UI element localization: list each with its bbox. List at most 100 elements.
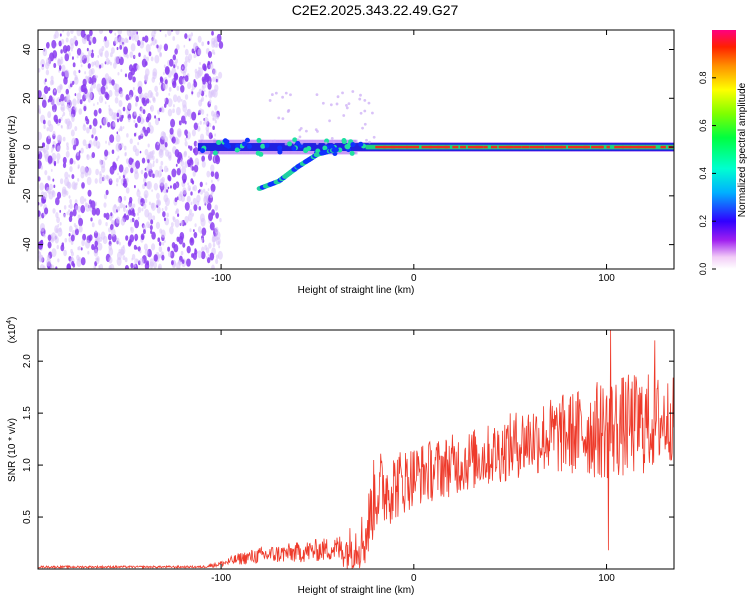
noise-speck — [168, 87, 172, 92]
noise-speck — [193, 53, 197, 59]
noise-speck — [65, 118, 71, 127]
noise-speck — [200, 133, 205, 141]
faint-streak — [347, 102, 351, 106]
noise-speck — [122, 204, 126, 209]
noise-speck — [155, 91, 159, 97]
noise-speck — [129, 94, 133, 100]
noise-speck — [120, 248, 125, 256]
noise-speck — [60, 107, 63, 111]
signal-blob — [244, 137, 250, 143]
noise-speck — [163, 165, 168, 173]
faint-streak — [365, 138, 368, 142]
noise-speck — [62, 30, 65, 33]
noise-speck — [191, 111, 197, 121]
faint-streak — [363, 98, 367, 102]
noise-speck — [83, 105, 87, 112]
noise-speck — [63, 249, 67, 257]
faint-streak — [281, 95, 284, 99]
band-core — [483, 145, 488, 149]
noise-speck — [210, 164, 215, 173]
noise-speck — [211, 89, 216, 97]
noise-speck — [189, 228, 192, 233]
noise-speck — [131, 217, 135, 223]
noise-speck — [92, 118, 98, 127]
noise-speck — [215, 43, 219, 48]
noise-speck — [81, 182, 85, 189]
noise-speck — [164, 146, 167, 151]
noise-speck — [103, 212, 107, 218]
noise-speck — [186, 245, 191, 254]
noise-speck — [165, 149, 170, 157]
noise-speck — [66, 263, 72, 269]
noise-speck — [184, 75, 189, 82]
noise-speck — [193, 122, 199, 131]
noise-speck — [206, 257, 211, 264]
noise-speck — [111, 149, 115, 155]
noise-speck — [218, 71, 223, 79]
band-core — [529, 145, 539, 149]
signal-blob — [329, 143, 335, 149]
noise-speck — [69, 203, 73, 210]
noise-speck — [104, 157, 107, 161]
noise-speck — [177, 213, 180, 217]
colorbar-tick-label: 0.4 — [698, 167, 708, 180]
noise-speck — [201, 85, 205, 91]
noise-speck — [52, 208, 56, 214]
noise-speck — [207, 153, 213, 161]
noise-speck — [151, 202, 156, 212]
noise-speck — [93, 109, 98, 117]
noise-speck — [90, 200, 96, 210]
noise-speck — [80, 59, 83, 64]
band-core — [660, 145, 666, 149]
noise-speck — [117, 172, 119, 176]
faint-streak — [268, 99, 272, 102]
signal-blob — [292, 137, 298, 143]
noise-speck — [150, 91, 154, 98]
noise-speck — [122, 255, 126, 261]
noise-speck — [51, 39, 57, 49]
noise-speck — [168, 155, 172, 161]
noise-speck — [134, 233, 139, 241]
noise-speck — [200, 231, 202, 235]
noise-speck — [169, 185, 172, 189]
noise-speck — [118, 248, 121, 254]
branch-blob — [332, 147, 339, 153]
noise-speck — [168, 92, 171, 96]
noise-speck — [125, 187, 130, 194]
noise-speck — [217, 250, 223, 260]
noise-speck — [124, 257, 128, 263]
noise-speck — [215, 258, 219, 265]
noise-speck — [139, 249, 142, 254]
faint-streak — [358, 97, 362, 101]
noise-speck — [193, 164, 199, 173]
noise-speck — [188, 53, 193, 61]
noise-speck — [70, 113, 74, 119]
noise-speck — [184, 94, 189, 100]
noise-speck — [167, 98, 173, 107]
noise-speck — [41, 99, 47, 108]
signal-blob — [277, 145, 283, 151]
faint-streak — [372, 135, 376, 139]
noise-speck — [175, 30, 180, 36]
faint-streak — [330, 136, 334, 140]
x-tick-label: 0 — [411, 273, 417, 284]
noise-speck — [174, 149, 180, 158]
noise-speck — [78, 225, 83, 233]
noise-speck — [46, 258, 52, 267]
noise-speck — [69, 211, 74, 218]
noise-speck — [53, 162, 56, 167]
noise-speck — [163, 64, 166, 68]
noise-speck — [53, 114, 58, 123]
noise-speck — [119, 202, 123, 209]
noise-speck — [76, 47, 82, 56]
noise-speck — [114, 32, 117, 36]
noise-speck — [141, 97, 146, 104]
noise-speck — [155, 158, 159, 164]
noise-speck — [202, 63, 207, 71]
noise-speck — [104, 73, 110, 81]
noise-speck — [109, 134, 115, 143]
noise-speck — [181, 166, 187, 175]
noise-speck — [134, 264, 136, 268]
noise-speck — [204, 73, 210, 83]
noise-speck — [51, 248, 57, 258]
